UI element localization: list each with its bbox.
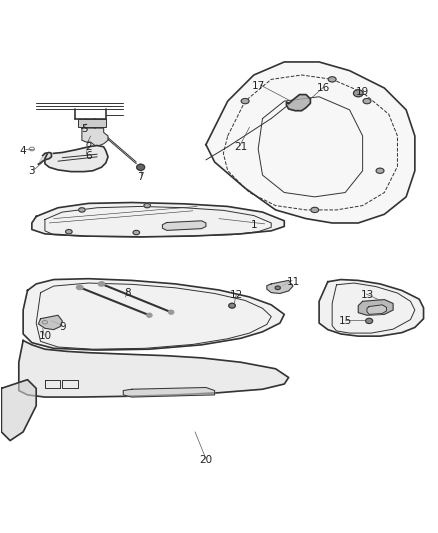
Polygon shape xyxy=(358,300,393,315)
Ellipse shape xyxy=(77,285,83,289)
Text: 6: 6 xyxy=(85,150,92,160)
Ellipse shape xyxy=(353,90,363,97)
Text: 21: 21 xyxy=(234,142,247,152)
Ellipse shape xyxy=(328,77,336,82)
Ellipse shape xyxy=(275,286,280,289)
Text: 5: 5 xyxy=(81,124,88,134)
Text: 12: 12 xyxy=(230,290,243,300)
Text: 1: 1 xyxy=(251,220,257,230)
Text: 9: 9 xyxy=(59,322,66,333)
Polygon shape xyxy=(162,221,206,230)
Polygon shape xyxy=(286,94,311,111)
Ellipse shape xyxy=(376,168,384,173)
Text: 4: 4 xyxy=(20,146,26,156)
Polygon shape xyxy=(82,128,108,146)
Ellipse shape xyxy=(133,230,140,235)
Ellipse shape xyxy=(169,310,174,314)
Text: 19: 19 xyxy=(356,87,369,98)
Polygon shape xyxy=(23,279,284,350)
Text: 3: 3 xyxy=(28,166,35,176)
Text: 8: 8 xyxy=(124,288,131,297)
Text: 10: 10 xyxy=(39,331,52,341)
Polygon shape xyxy=(1,379,36,441)
Ellipse shape xyxy=(98,282,105,286)
Ellipse shape xyxy=(311,207,319,213)
Polygon shape xyxy=(319,279,424,336)
Text: 2: 2 xyxy=(85,142,92,152)
Ellipse shape xyxy=(144,204,150,208)
Polygon shape xyxy=(39,315,62,329)
Ellipse shape xyxy=(79,208,85,212)
Polygon shape xyxy=(367,305,387,314)
Text: 13: 13 xyxy=(360,290,374,300)
Polygon shape xyxy=(123,387,215,397)
Ellipse shape xyxy=(137,164,145,171)
Polygon shape xyxy=(206,62,415,223)
FancyBboxPatch shape xyxy=(78,119,106,127)
Ellipse shape xyxy=(66,230,72,234)
Text: 20: 20 xyxy=(199,455,212,465)
Ellipse shape xyxy=(366,318,373,324)
Text: 15: 15 xyxy=(339,316,352,326)
Polygon shape xyxy=(45,146,108,172)
Polygon shape xyxy=(32,203,284,237)
Polygon shape xyxy=(267,280,293,294)
Text: 7: 7 xyxy=(138,172,144,182)
Ellipse shape xyxy=(147,313,152,317)
Polygon shape xyxy=(19,341,289,397)
Polygon shape xyxy=(39,152,51,164)
Text: 11: 11 xyxy=(286,277,300,287)
Text: 16: 16 xyxy=(317,83,330,93)
Ellipse shape xyxy=(241,99,249,104)
Text: 17: 17 xyxy=(251,81,265,91)
Ellipse shape xyxy=(229,303,235,308)
Ellipse shape xyxy=(363,99,371,104)
